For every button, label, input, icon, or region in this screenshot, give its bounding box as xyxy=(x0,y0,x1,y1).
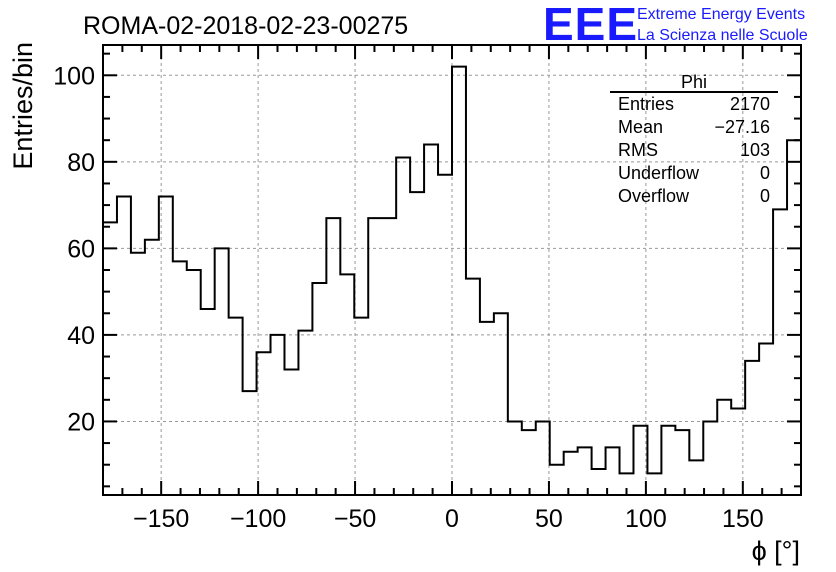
histogram-bin xyxy=(578,447,592,495)
stats-box: Phi Entries 2170 Mean −27.16 RMS 103 Underflow… xyxy=(610,72,778,206)
stats-value: −27.16 xyxy=(714,117,770,137)
stats-value: 0 xyxy=(760,186,770,206)
histogram-bin xyxy=(382,218,396,495)
histogram-bin xyxy=(340,274,354,495)
histogram-line xyxy=(103,65,801,475)
histogram-bin xyxy=(103,222,117,495)
stats-value: 0 xyxy=(760,163,770,183)
histogram-bin xyxy=(424,145,438,495)
x-tick-label: 150 xyxy=(722,505,764,533)
eee-logo-mark: EEE xyxy=(543,0,638,50)
histogram-bin xyxy=(466,279,480,495)
y-tick-label: 100 xyxy=(53,62,95,90)
histogram-bin xyxy=(201,309,215,495)
stats-label: RMS xyxy=(618,140,658,160)
stats-label: Entries xyxy=(618,94,674,114)
y-tick-label: 80 xyxy=(67,149,95,177)
histogram-bin xyxy=(131,253,145,495)
histogram-bin xyxy=(215,248,229,495)
histogram-bin xyxy=(773,209,787,495)
stats-label: Underflow xyxy=(618,163,700,183)
histogram-bin xyxy=(564,452,578,495)
histogram-bin xyxy=(243,391,257,495)
histogram-bin xyxy=(550,465,564,495)
stats-value: 2170 xyxy=(730,94,770,114)
y-tick-label: 20 xyxy=(67,408,95,436)
y-tick-label: 40 xyxy=(67,322,95,350)
histogram-bin xyxy=(675,430,689,495)
x-tick-label: −150 xyxy=(133,505,189,533)
axis-ticks xyxy=(103,45,801,495)
x-axis-label: ϕ [°] xyxy=(752,536,800,566)
histogram-bin xyxy=(494,313,508,495)
stats-title: Phi xyxy=(681,72,707,92)
histogram-bin xyxy=(508,421,522,495)
eee-logo: EEE Extreme Energy Events La Scienza nel… xyxy=(543,0,808,50)
y-tick-label: 60 xyxy=(67,235,95,263)
histogram-bin xyxy=(689,460,703,495)
eee-logo-line2: La Scienza nelle Scuole xyxy=(637,27,808,44)
axis-tick-labels: −150 −100 −50 0 50 100 150 20 40 60 80 100 xyxy=(53,62,763,533)
histogram-bin xyxy=(438,175,452,495)
x-tick-label: 0 xyxy=(445,505,459,533)
stats-label: Mean xyxy=(618,117,663,137)
histogram-bin xyxy=(522,430,536,495)
histogram-bin xyxy=(759,344,773,495)
x-tick-label: −100 xyxy=(230,505,286,533)
histogram-bin xyxy=(229,318,243,495)
histogram-bin xyxy=(452,67,466,495)
histogram-bin xyxy=(480,322,494,495)
histogram-bin xyxy=(536,421,550,495)
histogram-bin xyxy=(368,218,382,495)
chart-title: ROMA-02-2018-02-23-00275 xyxy=(83,12,408,40)
histogram-bin xyxy=(606,447,620,495)
histogram-bin xyxy=(326,218,340,495)
histogram-bin xyxy=(717,400,731,495)
x-tick-label: −50 xyxy=(334,505,376,533)
histogram-bin xyxy=(354,318,368,495)
stats-value: 103 xyxy=(740,140,770,160)
histogram-bin xyxy=(312,283,326,495)
stats-label: Overflow xyxy=(618,186,690,206)
eee-logo-line1: Extreme Energy Events xyxy=(637,6,805,23)
histogram-bin xyxy=(159,196,173,495)
histogram-bin xyxy=(703,421,717,495)
histogram-bin xyxy=(647,473,661,495)
histogram-bin xyxy=(745,361,759,495)
histogram-bin xyxy=(117,196,131,495)
histogram-bin xyxy=(410,192,424,495)
histogram-bin xyxy=(592,469,606,495)
x-tick-label: 50 xyxy=(535,505,563,533)
histogram-bin xyxy=(145,240,159,495)
histogram-series xyxy=(103,65,801,496)
histogram-bin xyxy=(284,370,298,495)
y-axis-label: Entries/bin xyxy=(8,42,38,170)
histogram-bin xyxy=(298,331,312,495)
histogram-bin xyxy=(271,335,285,495)
histogram-bin xyxy=(173,261,187,495)
histogram-bin xyxy=(396,158,410,496)
histogram-bin xyxy=(257,352,271,495)
histogram-bin xyxy=(787,140,801,495)
histogram-bin xyxy=(187,270,201,495)
x-tick-label: 100 xyxy=(625,505,667,533)
histogram-bin xyxy=(661,426,675,495)
